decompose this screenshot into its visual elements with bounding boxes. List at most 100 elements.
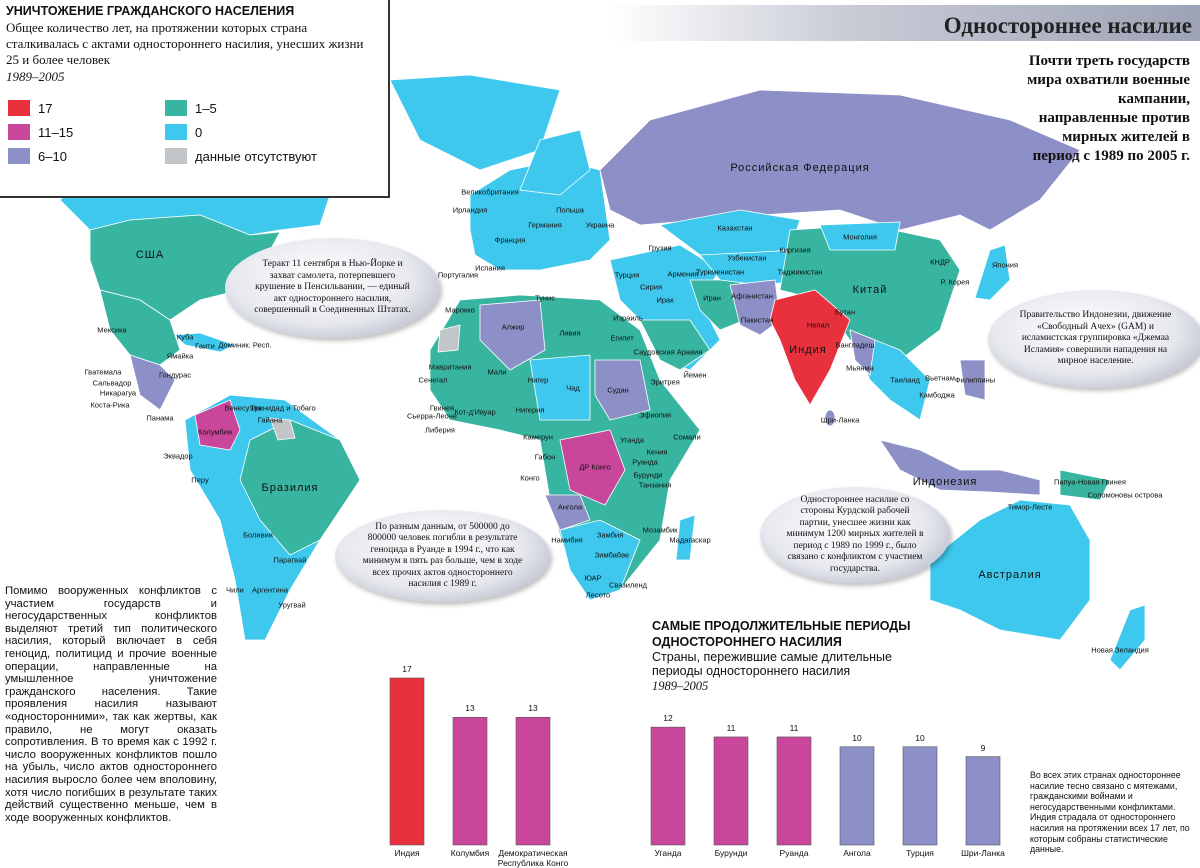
map-label: Камерун: [523, 432, 553, 442]
map-label: Судан: [607, 385, 629, 395]
map-label: Чили: [226, 585, 244, 595]
map-label: Алжир: [501, 322, 525, 332]
legend-swatch: [165, 148, 187, 164]
map-label: Узбекистан: [727, 253, 767, 263]
mexico: [99, 289, 181, 366]
legend-title: УНИЧТОЖЕНИЕ ГРАЖДАНСКОГО НАСЕЛЕНИЯ: [6, 4, 295, 18]
legend-swatch: [165, 124, 187, 140]
indonesia: [879, 439, 1041, 496]
map-label: Эритрея: [650, 377, 680, 387]
legend-item: 1–5: [165, 100, 217, 116]
lead-text: Почти треть государств мира охватили вое…: [1027, 53, 1190, 164]
map-label: Франция: [494, 235, 526, 245]
map-label: Сьерра-Леоне: [406, 411, 458, 421]
japan: [974, 244, 1011, 301]
chart-subtitle: Страны, пережившие самые длительные пери…: [652, 650, 892, 678]
map-label: Р. Корея: [940, 277, 970, 287]
callout: По разным данным, от 500000 до 800000 че…: [335, 510, 550, 602]
map-label: Тунис: [535, 293, 555, 303]
x-tick-label: Ангола: [843, 848, 871, 858]
mongolia: [819, 221, 901, 251]
legend-label: 11–15: [38, 124, 74, 140]
map-label: Индия: [789, 344, 827, 356]
legend-label: 6–10: [38, 148, 67, 164]
value-label: 10: [852, 732, 862, 743]
legend-label: 17: [38, 100, 53, 116]
map-label: Гвинея: [429, 403, 455, 413]
guyana: [269, 417, 296, 441]
value-label: 13: [465, 703, 475, 714]
map-label: Австралия: [978, 569, 1042, 581]
russia: [599, 89, 1081, 231]
map-label: Мьянма: [846, 363, 874, 373]
value-label: 9: [980, 742, 986, 753]
scandinavia: [519, 129, 591, 196]
india: [769, 289, 851, 406]
x-tick-label: Индия: [394, 848, 420, 858]
map-label: Шри-Ланка: [820, 415, 860, 425]
map-label: Вьетнам: [925, 373, 955, 383]
angola: [544, 494, 591, 531]
map-label: Туркменистан: [695, 267, 745, 277]
map-label: Египет: [610, 333, 634, 343]
brazil: [239, 419, 361, 556]
legend-swatch: [8, 148, 30, 164]
map-label: Испания: [475, 263, 505, 273]
map-label: Гондурас: [158, 370, 192, 380]
map-label: Намибия: [551, 535, 583, 545]
map-label: Марокко: [445, 305, 475, 315]
map-label: Танзания: [638, 480, 672, 490]
afghanistan-pakistan: [729, 279, 781, 336]
x-tick-label: Уганда: [654, 848, 682, 858]
legend-item: 6–10: [8, 148, 67, 164]
chart-period: 1989–2005: [652, 679, 709, 693]
x-tick-label: Турция: [906, 848, 934, 858]
map-label: Перу: [191, 475, 209, 485]
legend-swatch: [165, 100, 187, 116]
map-label: Мозамбик: [642, 525, 678, 535]
legend-item: 11–15: [8, 124, 73, 140]
map-label: Мексика: [97, 325, 127, 335]
legend-label: 1–5: [195, 100, 217, 116]
map-label: Парагвай: [273, 555, 307, 565]
map-label: Замбия: [596, 530, 624, 540]
legend-label: данные отсутствуют: [195, 148, 317, 164]
map-label: Боливия: [243, 530, 273, 540]
niger-chad: [529, 354, 591, 421]
map-label: Великобритания: [461, 187, 519, 197]
map-label: Китай: [852, 284, 888, 296]
legend-period: 1989–2005: [6, 69, 65, 84]
map-label: Йемен: [683, 370, 707, 380]
map-label: Нигер: [527, 375, 549, 385]
map-label: Доминик. Респ.: [218, 340, 272, 350]
map-label: ДР Конго: [579, 462, 611, 472]
map-label: Лесото: [585, 590, 611, 600]
map-label: Мадагаскар: [669, 535, 711, 545]
legend: УНИЧТОЖЕНИЕ ГРАЖДАНСКОГО НАСЕЛЕНИЯ Общее…: [0, 0, 390, 198]
papua-new-guinea: [1059, 469, 1111, 501]
map-label: Уганда: [620, 435, 644, 445]
map-label: КНДР: [930, 257, 950, 267]
legend-swatch: [8, 100, 30, 116]
legend-item: 0: [165, 124, 202, 140]
chart-note: Во всех этих странах одностороннее насил…: [1030, 770, 1190, 855]
myanmar: [849, 329, 876, 376]
philippines: [959, 359, 986, 401]
x-tick-label: Руанда: [779, 848, 809, 858]
value-label: 13: [528, 703, 538, 714]
value-label: 10: [915, 732, 925, 743]
map-label: Таиланд: [890, 375, 920, 385]
map-label: Чад: [566, 383, 580, 393]
value-label: 17: [402, 664, 412, 674]
title-banner: Одностороннее насилие: [610, 5, 1200, 41]
x-tick-label: Демократическая Республика Конго: [497, 848, 569, 868]
colombia: [194, 399, 241, 451]
map-label: Эквадор: [163, 451, 193, 461]
legend-label: 0: [195, 124, 203, 140]
southern-africa: [559, 519, 641, 601]
map-label: Руанда: [632, 457, 658, 467]
map-label: Панама: [146, 413, 174, 423]
map-label: Ливия: [559, 328, 581, 338]
page-title: Одностороннее насилие: [943, 13, 1192, 38]
map-label: Гватемала: [84, 367, 122, 377]
